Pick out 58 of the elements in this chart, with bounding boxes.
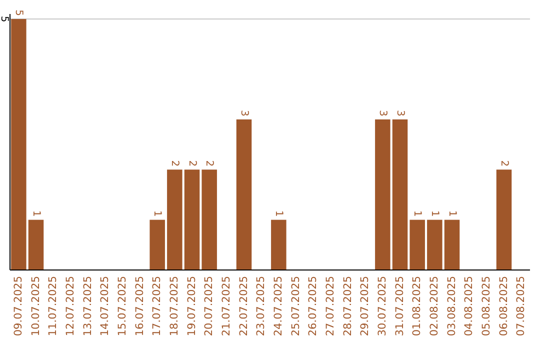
bar [444, 220, 460, 270]
data-label: 3 [394, 110, 406, 116]
bar [202, 170, 217, 270]
x-tick-label: 18.07.2025 [168, 276, 181, 336]
x-tick-label: 10.07.2025 [30, 276, 42, 336]
bar [11, 19, 26, 270]
x-tick-label: 05.08.2025 [480, 276, 493, 336]
bar [375, 119, 390, 270]
x-tick-label: 26.07.2025 [307, 276, 320, 336]
x-tick-label: 28.07.2025 [342, 276, 354, 336]
bar [271, 220, 286, 270]
data-label: 1 [412, 210, 423, 217]
x-tick-label: 03.08.2025 [446, 276, 458, 336]
x-tick-label: 20.07.2025 [203, 276, 216, 336]
bar [496, 170, 512, 270]
data-label: 2 [186, 160, 198, 167]
x-tick-label: 15.07.2025 [116, 276, 129, 336]
bar [236, 119, 252, 270]
x-tick-label: 06.08.2025 [498, 276, 510, 336]
data-label: 2 [498, 160, 510, 167]
x-tick-label: 25.07.2025 [290, 276, 302, 336]
bar [427, 220, 442, 270]
bar [410, 220, 425, 270]
bar [167, 170, 182, 270]
bar [150, 220, 165, 270]
bar [184, 170, 200, 270]
x-tick-label: 21.07.2025 [220, 276, 233, 336]
x-tick-label: 16.07.2025 [134, 276, 146, 336]
data-label: 1 [272, 210, 284, 217]
x-tick-label: 04.08.2025 [463, 276, 476, 336]
x-tick-label: 07.08.2025 [515, 276, 528, 336]
data-label: 1 [152, 210, 163, 217]
x-tick-label: 17.07.2025 [151, 276, 164, 336]
data-label: 2 [168, 160, 180, 167]
x-tick-label: 31.07.2025 [394, 276, 406, 336]
data-label: 1 [428, 210, 440, 217]
x-tick-label: 23.07.2025 [255, 276, 268, 336]
x-tick-label: 27.07.2025 [324, 276, 337, 336]
bar [28, 220, 44, 270]
x-tick-label: 14.07.2025 [99, 276, 112, 336]
data-label: 2 [204, 160, 215, 167]
x-tick-label: 24.07.2025 [272, 276, 285, 336]
data-label: 3 [238, 110, 250, 116]
data-label: 1 [446, 210, 458, 217]
x-tick-label: 09.07.2025 [12, 276, 25, 336]
x-tick-label: 19.07.2025 [186, 276, 198, 336]
bar [392, 119, 408, 270]
x-tick-label: 01.08.2025 [411, 276, 424, 336]
data-label: 3 [376, 110, 388, 116]
x-tick-label: 12.07.2025 [64, 276, 77, 336]
x-tick-label: 02.08.2025 [428, 276, 441, 336]
data-label: 1 [30, 210, 42, 217]
x-tick-label: 30.07.2025 [376, 276, 389, 336]
x-tick-label: 29.07.2025 [359, 276, 372, 336]
x-tick-label: 11.07.2025 [47, 276, 60, 336]
x-tick-label: 13.07.2025 [82, 276, 94, 336]
x-tick-label: 22.07.2025 [238, 276, 250, 336]
data-label: 5 [0, 16, 10, 22]
